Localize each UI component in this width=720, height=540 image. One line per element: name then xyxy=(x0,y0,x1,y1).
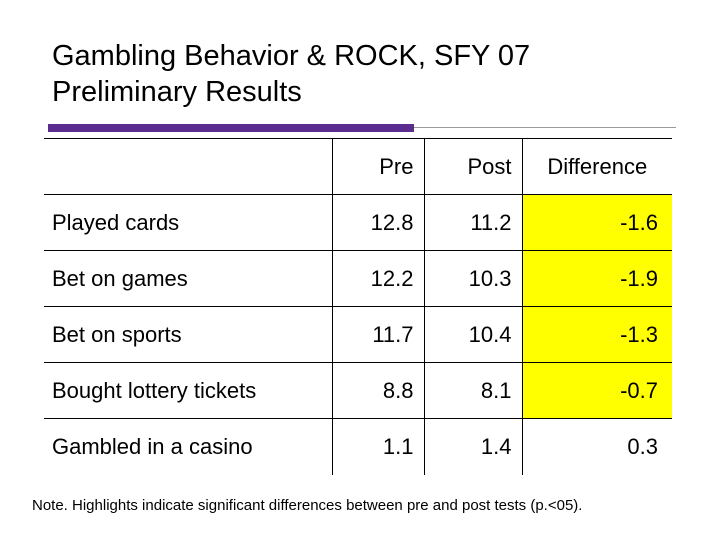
header-post: Post xyxy=(423,138,522,195)
table-row: Bought lottery tickets 8.8 8.1 -0.7 xyxy=(44,362,672,419)
row-label: Bought lottery tickets xyxy=(44,362,332,419)
post-value: 10.4 xyxy=(423,306,522,363)
post-value: 11.2 xyxy=(423,194,522,251)
pre-value: 1.1 xyxy=(331,418,424,475)
header-label-cell xyxy=(44,138,332,195)
difference-value: 0.3 xyxy=(521,418,672,475)
table-row: Played cards 12.8 11.2 -1.6 xyxy=(44,194,672,251)
header-row: Pre Post Difference xyxy=(44,138,672,195)
header-pre: Pre xyxy=(331,138,424,195)
table-row: Bet on games 12.2 10.3 -1.9 xyxy=(44,250,672,307)
results-table: Pre Post Difference Played cards 12.8 11… xyxy=(44,138,672,475)
header-difference: Difference xyxy=(521,138,672,195)
table-row: Gambled in a casino 1.1 1.4 0.3 xyxy=(44,418,672,475)
difference-value: -1.6 xyxy=(521,194,672,251)
post-value: 8.1 xyxy=(423,362,522,419)
row-label: Played cards xyxy=(44,194,332,251)
title-line-1: Gambling Behavior & ROCK, SFY 07 xyxy=(52,40,531,72)
pre-value: 12.8 xyxy=(331,194,424,251)
post-value: 1.4 xyxy=(423,418,522,475)
row-label: Bet on games xyxy=(44,250,332,307)
pre-value: 11.7 xyxy=(331,306,424,363)
difference-value: -0.7 xyxy=(521,362,672,419)
difference-value: -1.9 xyxy=(521,250,672,307)
title-thin-rule xyxy=(414,127,676,128)
title-line-2: Preliminary Results xyxy=(52,76,302,108)
row-label: Bet on sports xyxy=(44,306,332,363)
slide-title: Gambling Behavior & ROCK, SFY 07 Prelimi… xyxy=(52,38,692,110)
post-value: 10.3 xyxy=(423,250,522,307)
pre-value: 8.8 xyxy=(331,362,424,419)
title-accent-rule xyxy=(48,124,414,132)
footnote: Note. Highlights indicate significant di… xyxy=(32,497,583,514)
table-row: Bet on sports 11.7 10.4 -1.3 xyxy=(44,306,672,363)
pre-value: 12.2 xyxy=(331,250,424,307)
row-label: Gambled in a casino xyxy=(52,433,253,459)
difference-value: -1.3 xyxy=(521,306,672,363)
